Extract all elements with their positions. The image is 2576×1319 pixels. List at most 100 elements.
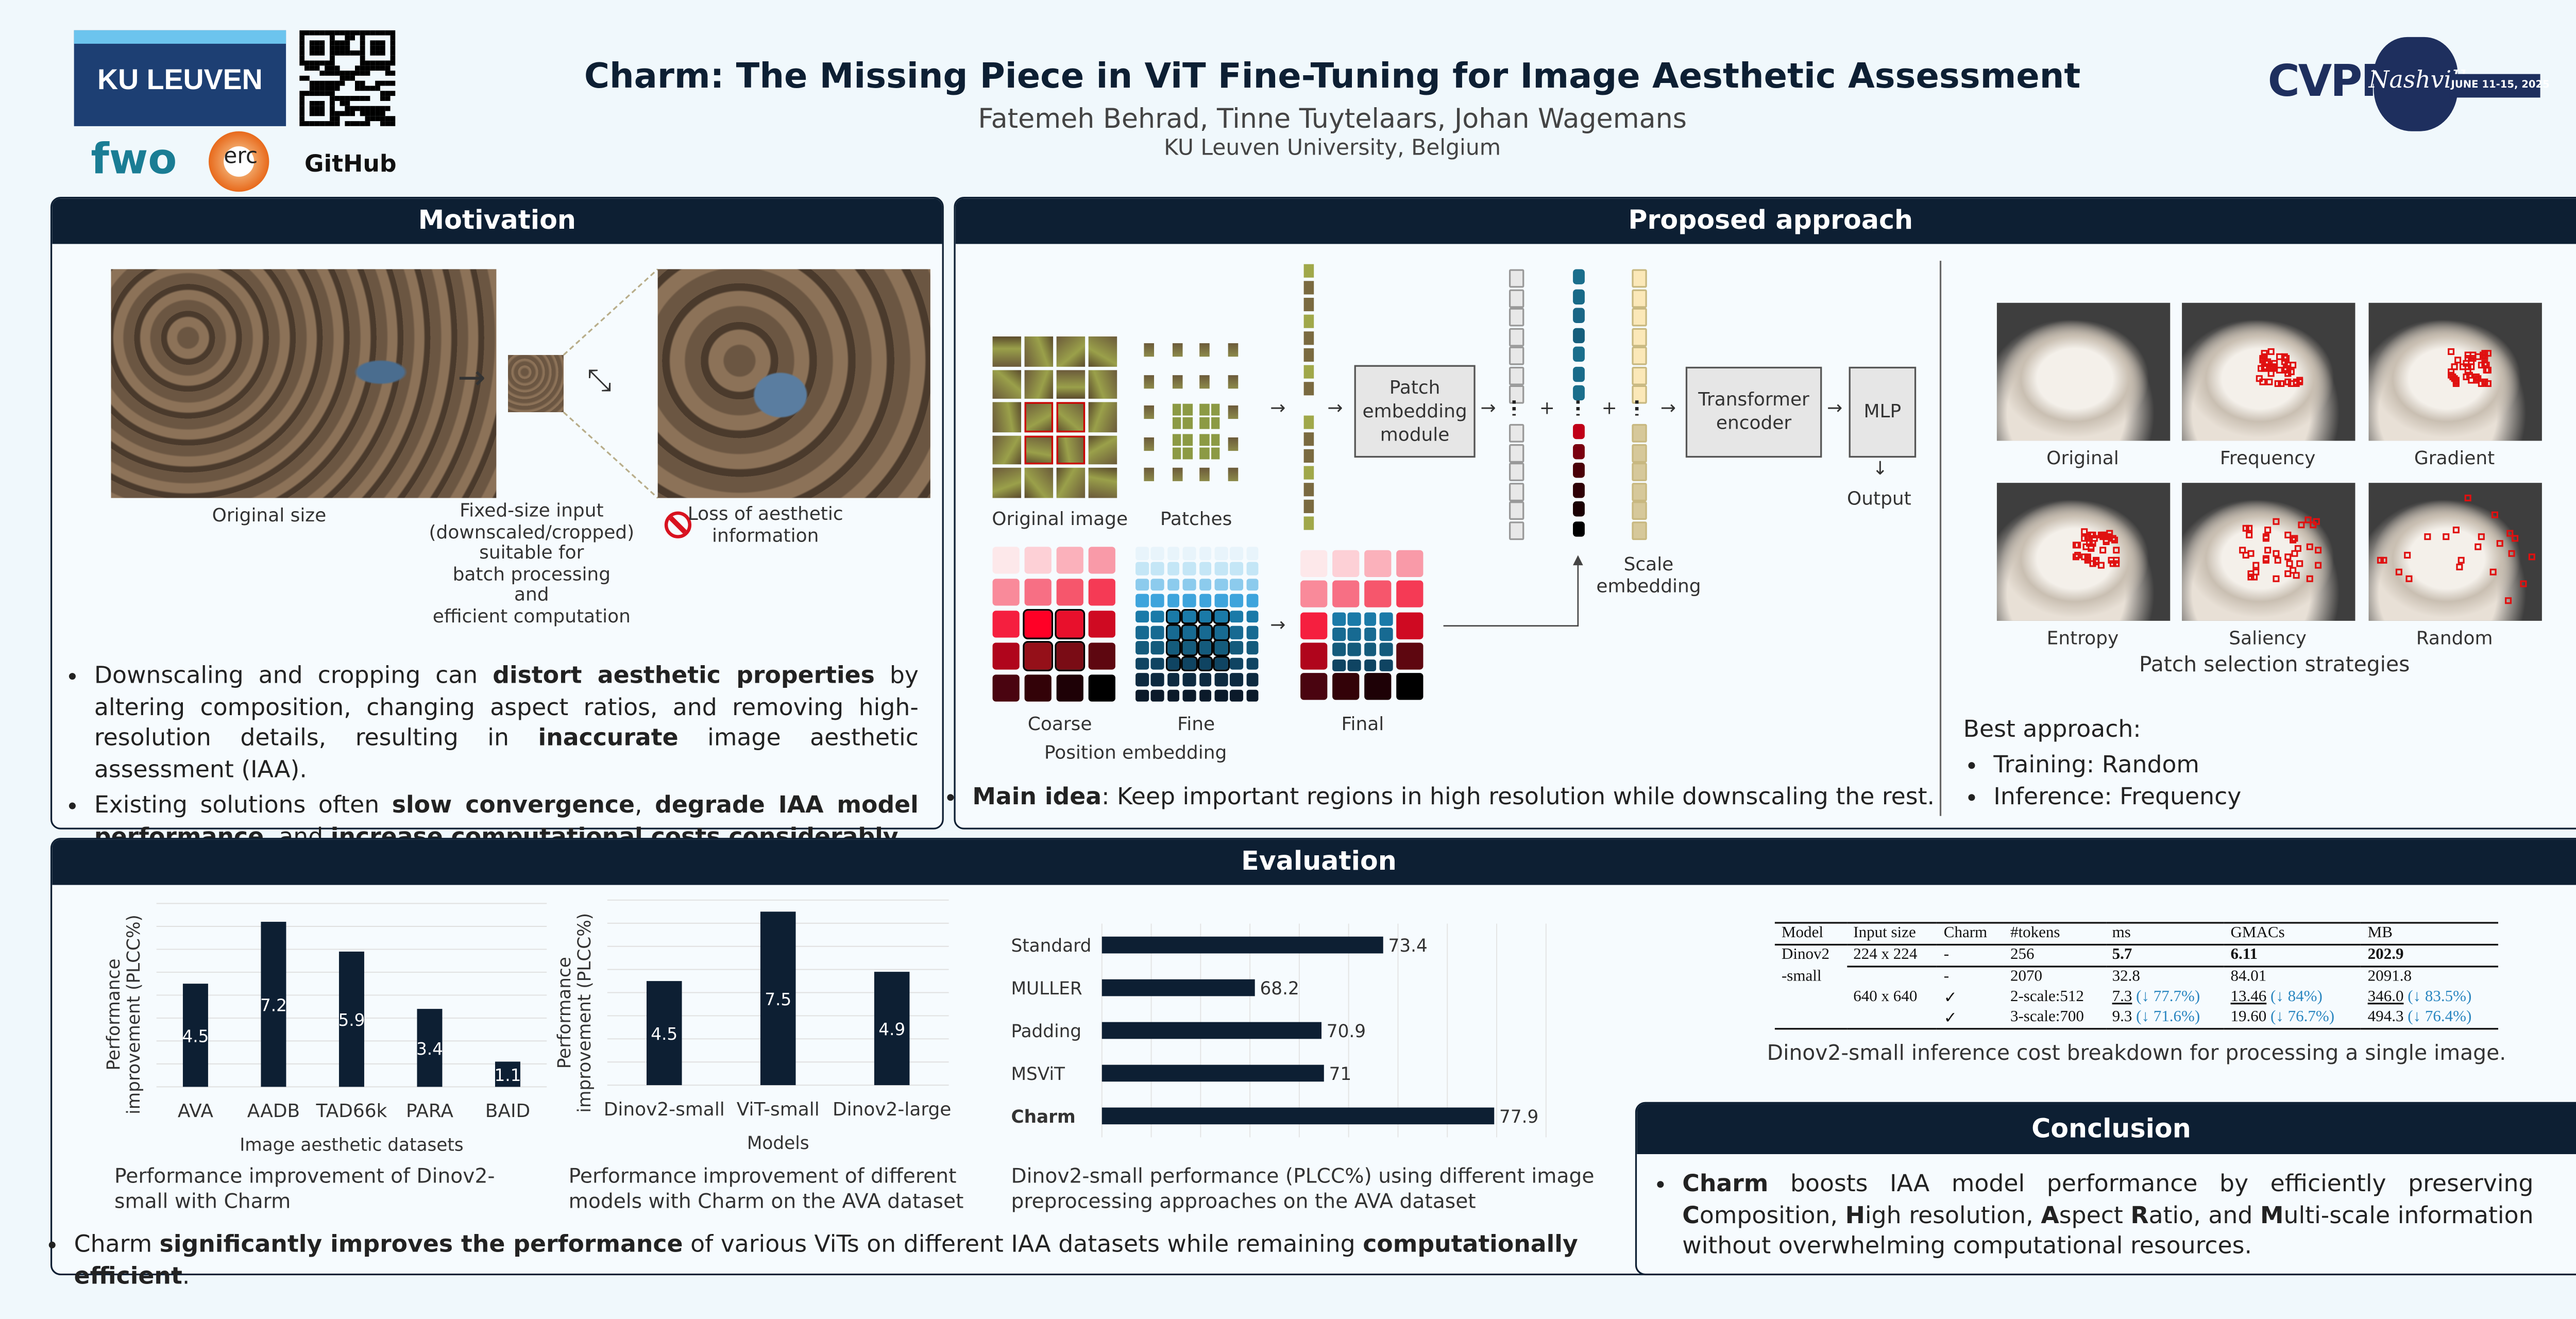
text-segment: R [2130,1202,2149,1229]
selected-patch-marker [2458,556,2465,563]
fine-patch [1172,403,1181,416]
qr-module [354,30,360,36]
reduction-value: (↓ 83.5%) [2403,989,2472,1006]
qr-module [345,50,350,56]
patch-token [1509,327,1524,346]
arrow-icon: → [1480,397,1496,419]
selected-patch-marker [2453,526,2461,534]
scale-token [1632,501,1647,520]
loss-line: information [712,524,819,546]
qr-module [360,65,365,71]
fine-embedding-cell [1151,641,1164,654]
text-segment: boosts IAA model performance by efficien… [1768,1171,2534,1198]
cell-value: 346.0 [2367,989,2404,1006]
column-header: ms [2105,923,2224,946]
qr-module [360,55,365,61]
selected-patch-marker [2467,363,2475,370]
qr-module [345,100,350,106]
qr-module [380,106,385,111]
qr-module [299,60,305,66]
coarse-embedding-cell [992,579,1020,606]
fine-embedding-cell [1230,610,1243,623]
qr-module [330,116,335,122]
text-segment: , [635,792,655,820]
fine-embedding-cell [1198,689,1212,702]
category-label: ViT-small [737,1099,820,1120]
penguins-small-image [508,354,564,413]
scale-token [1632,385,1647,404]
qr-module [390,40,396,46]
qr-module [350,96,355,101]
qr-module [345,75,350,81]
cell-value: - [1943,969,1950,986]
qr-module [309,65,315,71]
bullet: Main idea: Keep important regions in hig… [972,782,1951,813]
model-improvement-chart: 4.5 Dinov2-small 7.5 ViT-small 4.9 Dinov2-lar… [554,899,951,1154]
cell-value: - [1943,947,1950,965]
category-label: AADB [247,1101,300,1122]
selected-patch-marker [2492,511,2499,518]
strategy-label: Frequency [2219,447,2316,470]
selected-patch-marker [2315,547,2323,554]
fwo-logo: fwo [91,134,177,183]
final-fine-cell [1348,628,1361,641]
category-label: Charm [1011,1107,1075,1127]
position-token [1573,501,1585,517]
qr-module [360,30,365,36]
text-segment: H [1845,1202,1865,1229]
scale-connector-line [1443,555,1583,627]
arrow-down-icon: ↓ [1872,458,1888,480]
coarse-embedding-cell [1024,547,1052,574]
image-patch [1056,336,1086,366]
image-patch [1024,336,1054,366]
selected-patch-marker [2080,528,2087,535]
qr-module [360,86,365,91]
table-row: Dinov2 224 x 224 - 256 5.7 6.11 202.9 [1775,944,2498,968]
fine-embedding-cell [1151,625,1164,639]
text-segment: of various ViTs on different IAA dataset… [683,1231,1363,1259]
selected-patch-marker [2275,379,2282,386]
category-label: AVA [178,1101,214,1122]
qr-module [330,60,335,66]
token [1303,314,1314,328]
position-embedding-label: Position embedding [1044,742,1227,764]
text-segment: significantly improves the performance [159,1231,683,1259]
qr-module [385,116,391,122]
cell-value: Charm [1943,925,1988,942]
qr-module [365,111,370,116]
qr-module [360,35,365,41]
qr-code[interactable] [299,30,396,126]
motivation-bullets: Downscaling and cropping can distort aes… [64,661,919,858]
ellipsis-icon [1635,399,1639,415]
qr-module [334,40,340,46]
coarse-label: Coarse [1027,713,1092,735]
table-cell: 2091.8 [2361,967,2498,988]
qr-module [350,50,355,56]
scale-token [1632,443,1647,462]
cvpr-dates-text: JUNE 11-15, 2025 [2451,79,2550,91]
selected-patch-marker [2284,554,2292,561]
selected-patch-marker [2489,569,2497,576]
qr-module [365,30,370,36]
qr-module [380,60,385,66]
y-axis-title-line: improvement (PLCC%) [124,915,144,1114]
qr-module [314,30,320,36]
fine-embedding-cell [1136,625,1148,639]
selected-patch-marker [2245,525,2252,532]
qr-module [340,75,345,81]
motivation-panel: Motivation [50,197,944,830]
github-link[interactable]: GitHub [304,151,397,179]
qr-module [365,116,370,122]
image-patch [1024,369,1054,399]
selected-patch-marker [2484,379,2492,386]
qr-module [350,111,355,116]
qr-module [340,100,345,106]
qr-module [375,116,380,122]
fine-embedding-cell [1214,689,1228,702]
category-label: Standard [1011,936,1091,956]
selected-patch-marker [2298,521,2306,529]
patch-embedding-box: Patch embedding module [1354,365,1476,458]
qr-module [390,45,396,50]
token [1303,483,1314,497]
cell-value: 256 [2010,947,2035,965]
